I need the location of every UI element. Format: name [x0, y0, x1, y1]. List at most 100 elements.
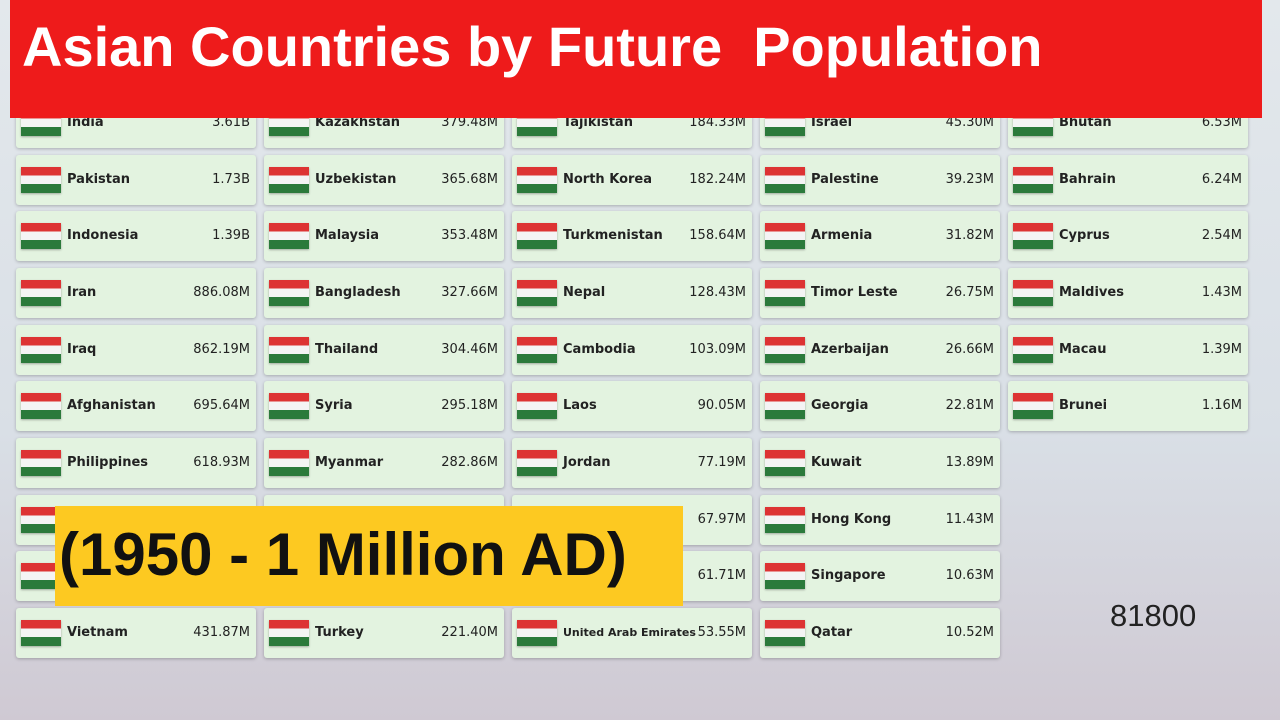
country-card: Iraq 862.19M: [16, 324, 256, 375]
flag: [517, 336, 557, 363]
flag: [517, 449, 557, 476]
population-value: 22.81M: [945, 398, 994, 414]
flag: [765, 223, 805, 250]
country-name: Malaysia: [315, 228, 379, 244]
population-value: 618.93M: [193, 454, 250, 470]
country-name: Indonesia: [67, 228, 139, 244]
population-value: 45.30M: [945, 115, 994, 130]
country-card: Georgia 22.81M: [760, 381, 1000, 432]
country-card: Myanmar 282.86M: [264, 437, 504, 488]
population-value: 327.66M: [441, 284, 498, 300]
flag: [517, 393, 557, 420]
country-card: Palestine 39.23M: [760, 154, 1000, 205]
country-name: Afghanistan: [67, 398, 156, 414]
country-card: Timor Leste 26.75M: [760, 267, 1000, 318]
flag: [269, 619, 309, 646]
population-value: 2.54M: [1201, 228, 1242, 244]
population-value: 3.61B: [212, 115, 250, 130]
population-value: 61.71M: [697, 568, 746, 584]
country-card: Singapore 10.63M: [760, 551, 1000, 602]
population-value: 158.64M: [689, 228, 746, 244]
flag: [517, 619, 557, 646]
flag: [269, 336, 309, 363]
country-name: Vietnam: [67, 624, 128, 640]
population-value: 67.97M: [697, 511, 746, 527]
population-value: 31.82M: [945, 228, 994, 244]
country-card: Uzbekistan 365.68M: [264, 154, 504, 205]
country-name: Israel: [811, 115, 853, 130]
population-value: 77.19M: [697, 454, 746, 470]
country-name: Iran: [67, 284, 97, 300]
country-card: Bahrain 6.24M: [1008, 154, 1248, 205]
country-name: Turkmenistan: [563, 228, 663, 244]
population-value: 26.75M: [945, 284, 994, 300]
country-card: North Korea 182.24M: [512, 154, 752, 205]
country-name: Kuwait: [811, 454, 862, 470]
flag: [269, 166, 309, 193]
country-name: Laos: [563, 398, 597, 414]
flag: [21, 223, 61, 250]
flag: [1013, 166, 1053, 193]
country-card: Armenia 31.82M: [760, 211, 1000, 262]
population-value: 184.33M: [689, 115, 746, 130]
flag: [1013, 279, 1053, 306]
population-value: 6.24M: [1201, 171, 1242, 187]
country-name: Syria: [315, 398, 353, 414]
country-name: Turkey: [315, 624, 364, 640]
country-card: Laos 90.05M: [512, 381, 752, 432]
population-value: 10.52M: [945, 624, 994, 640]
country-card: Jordan 77.19M: [512, 437, 752, 488]
country-name: Bhutan: [1059, 115, 1112, 130]
country-name: Bangladesh: [315, 284, 401, 300]
population-value: 282.86M: [441, 454, 498, 470]
country-card: Hong Kong 11.43M: [760, 494, 1000, 545]
flag: [765, 279, 805, 306]
flag: [21, 393, 61, 420]
country-card: Macau 1.39M: [1008, 324, 1248, 375]
population-value: 304.46M: [441, 341, 498, 357]
population-value: 431.87M: [193, 624, 250, 640]
country-card: Afghanistan 695.64M: [16, 381, 256, 432]
population-value: 1.16M: [1201, 398, 1242, 414]
country-card: Pakistan 1.73B: [16, 154, 256, 205]
population-value: 886.08M: [193, 284, 250, 300]
country-name: Bahrain: [1059, 171, 1116, 187]
flag: [21, 279, 61, 306]
flag: [517, 223, 557, 250]
population-value: 6.53M: [1201, 115, 1242, 130]
flag: [517, 279, 557, 306]
population-value: 353.48M: [441, 228, 498, 244]
country-name: Palestine: [811, 171, 879, 187]
country-name: Singapore: [811, 568, 886, 584]
flag: [765, 563, 805, 590]
population-value: 53.55M: [697, 624, 746, 640]
country-name: Kazakhstan: [315, 115, 401, 130]
country-name: Philippines: [67, 454, 149, 470]
country-card: Iran 886.08M: [16, 267, 256, 318]
country-card: Indonesia 1.39B: [16, 211, 256, 262]
population-value: 182.24M: [689, 171, 746, 187]
country-card: Bangladesh 327.66M: [264, 267, 504, 318]
title: Asian Countries by Future Population: [22, 15, 1043, 78]
country-name: Iraq: [67, 341, 97, 357]
country-name: Brunei: [1059, 398, 1108, 414]
country-card: Philippines 618.93M: [16, 437, 256, 488]
country-name: Maldives: [1059, 284, 1124, 300]
country-name: Georgia: [811, 398, 869, 414]
flag: [269, 393, 309, 420]
country-name: Tajikistan: [563, 115, 633, 130]
country-name: Cyprus: [1059, 228, 1110, 244]
country-name: United Arab Emirates: [563, 625, 696, 639]
year-counter: 81800: [1110, 598, 1197, 633]
country-name: Uzbekistan: [315, 171, 397, 187]
country-card: Nepal 128.43M: [512, 267, 752, 318]
country-card: Turkmenistan 158.64M: [512, 211, 752, 262]
country-card: Vietnam 431.87M: [16, 607, 256, 658]
flag: [21, 506, 61, 533]
country-card: Azerbaijan 26.66M: [760, 324, 1000, 375]
country-name: Azerbaijan: [811, 341, 889, 357]
population-value: 39.23M: [945, 171, 994, 187]
flag: [517, 166, 557, 193]
country-card: Qatar 10.52M: [760, 607, 1000, 658]
